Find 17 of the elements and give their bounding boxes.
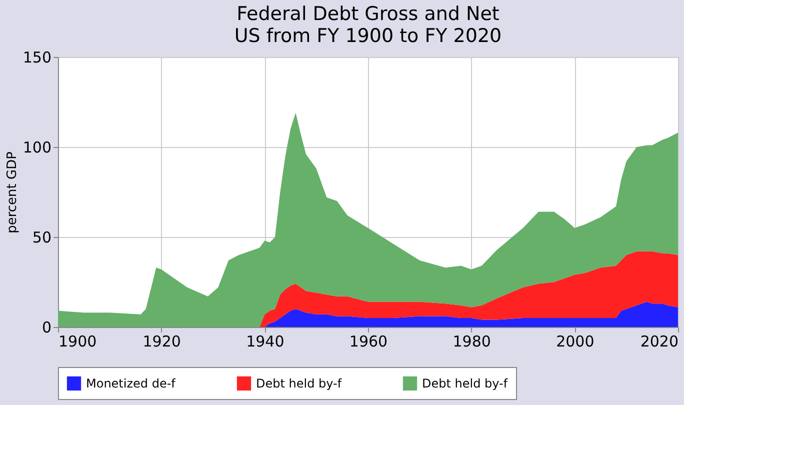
legend-label: Monetized de-f [86, 376, 176, 390]
chart-subtitle: US from FY 1900 to FY 2020 [234, 25, 502, 47]
x-tick-label: 1940 [246, 332, 284, 350]
x-tick-label: 1980 [452, 332, 491, 350]
legend-label: Debt held by-f [422, 376, 508, 390]
x-tick-label: 1900 [58, 332, 97, 350]
x-tick-label: 2020 [640, 332, 678, 350]
y-tick-label: 0 [42, 318, 52, 336]
legend-label: Debt held by-f [256, 376, 342, 390]
y-axis-title: percent GDP [4, 151, 20, 234]
chart-title: Federal Debt Gross and Net [236, 3, 500, 25]
x-tick-label: 1920 [142, 332, 181, 350]
x-tick-label: 2000 [556, 332, 594, 350]
y-tick-label: 100 [22, 138, 52, 156]
y-tick-label: 150 [22, 48, 52, 66]
y-tick-label: 50 [32, 228, 52, 246]
x-tick-label: 1960 [349, 332, 388, 350]
